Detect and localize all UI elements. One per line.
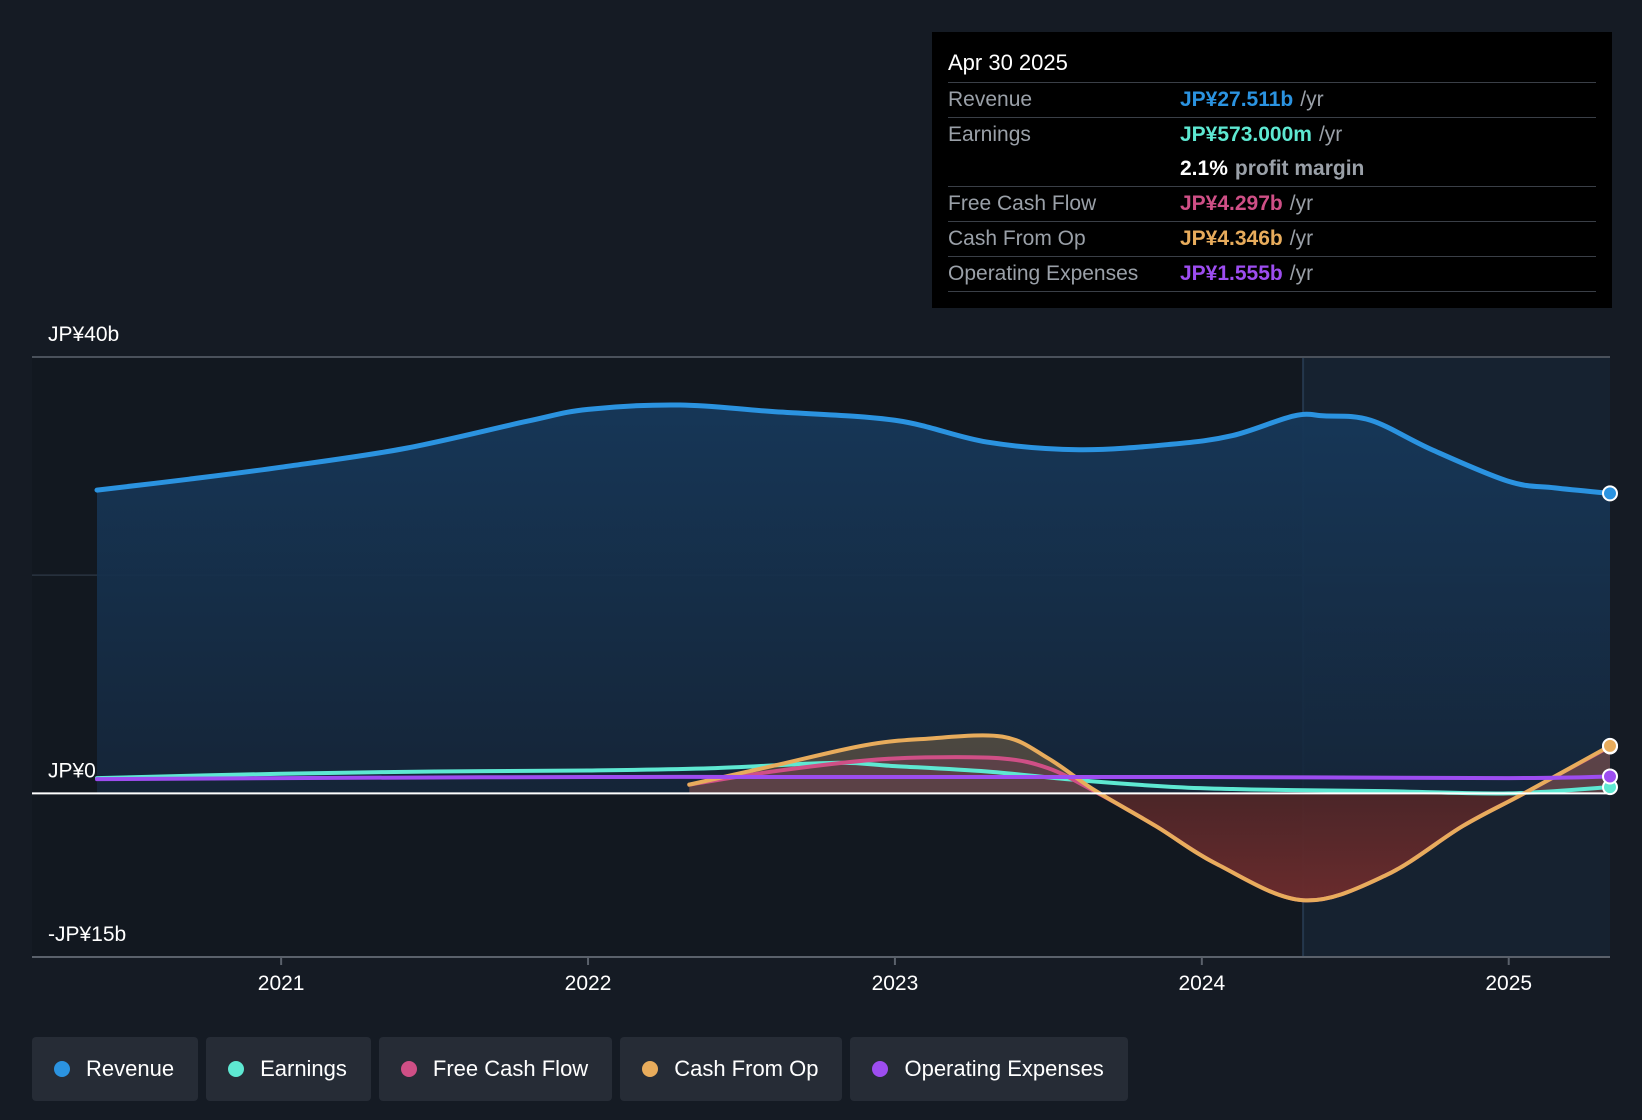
cash-from-op-end-point [1602,737,1618,754]
tooltip-label: Revenue [948,88,1033,111]
x-tick-label: 2024 [1178,972,1225,995]
earnings-dot-icon [228,1061,245,1077]
tooltip-value: JP¥4.297b [1180,192,1283,215]
tooltip-unit: /yr [1300,88,1324,111]
revenue-line [94,402,1613,496]
revenue-end-point [1602,485,1618,502]
legend-label: Revenue [86,1056,175,1081]
tooltip-unit: /yr [1289,227,1314,250]
legend-item-cash-from-op[interactable]: Cash From Op [620,1037,843,1101]
free-cash-flow-dot-icon [400,1061,417,1077]
cash-from-op-line [687,733,1612,903]
operating-expenses-dot-icon [872,1061,889,1077]
negative-cash-area [689,793,1610,901]
tooltip-label: Cash From Op [948,227,1086,250]
cash-from-op-dot-icon [642,1061,659,1077]
legend-item-revenue[interactable]: Revenue [32,1037,199,1101]
y-tick-label: JP¥40b [48,323,119,346]
tooltip-unit: /yr [1318,123,1343,146]
tooltip-date: Apr 30 2025 [948,44,1596,83]
operating-expenses-end-point [1602,768,1618,785]
legend-item-free-cash-flow[interactable]: Free Cash Flow [378,1037,613,1101]
y-tick-label: -JP¥15b [48,923,126,946]
tooltip-unit: profit margin [1234,157,1365,180]
tooltip-label: Free Cash Flow [948,192,1097,215]
legend-label: Free Cash Flow [432,1056,589,1081]
x-tick-label: 2022 [565,972,612,995]
tooltip-label: Earnings [948,123,1031,146]
operating-expenses-line [95,774,1612,782]
tooltip-value: JP¥1.555b [1180,262,1283,285]
tooltip-row-earnings: Earnings JP¥573.000m /yr [948,118,1596,152]
legend-label: Earnings [260,1056,347,1081]
tooltip-value: JP¥4.346b [1180,227,1283,250]
tooltip-row-operating-expenses: Operating Expenses JP¥1.555b /yr [948,257,1596,292]
x-tick-label: 2023 [872,972,919,995]
revenue-area [97,404,1610,794]
tooltip-value: JP¥573.000m [1180,123,1312,146]
tooltip-unit: /yr [1289,262,1314,285]
legend-item-operating-expenses[interactable]: Operating Expenses [850,1037,1128,1101]
earnings-line [95,760,1612,796]
tooltip-value: JP¥27.511b [1180,88,1294,111]
tooltip-value: 2.1% [1180,157,1228,180]
x-tick-label: 2025 [1485,972,1532,995]
tooltip-panel: Apr 30 2025 Revenue JP¥27.511b /yr Earni… [932,32,1612,308]
x-tick-label: 2021 [258,972,305,995]
tooltip-row-profit-margin: 2.1% profit margin [948,152,1596,187]
legend-label: Operating Expenses [904,1056,1104,1081]
legend-item-earnings[interactable]: Earnings [206,1037,371,1101]
legend: Revenue Earnings Free Cash Flow Cash Fro… [32,1037,1128,1101]
y-tick-label: JP¥0 [48,759,96,782]
tooltip-row-cash-from-op: Cash From Op JP¥4.346b /yr [948,222,1596,257]
tooltip-row-free-cash-flow: Free Cash Flow JP¥4.297b /yr [948,187,1596,222]
tooltip-label: Operating Expenses [948,262,1139,285]
tooltip-label [948,152,1180,186]
tooltip-row-revenue: Revenue JP¥27.511b /yr [948,83,1596,118]
revenue-dot-icon [54,1061,70,1077]
legend-label: Cash From Op [674,1056,819,1081]
tooltip-unit: /yr [1289,192,1314,215]
